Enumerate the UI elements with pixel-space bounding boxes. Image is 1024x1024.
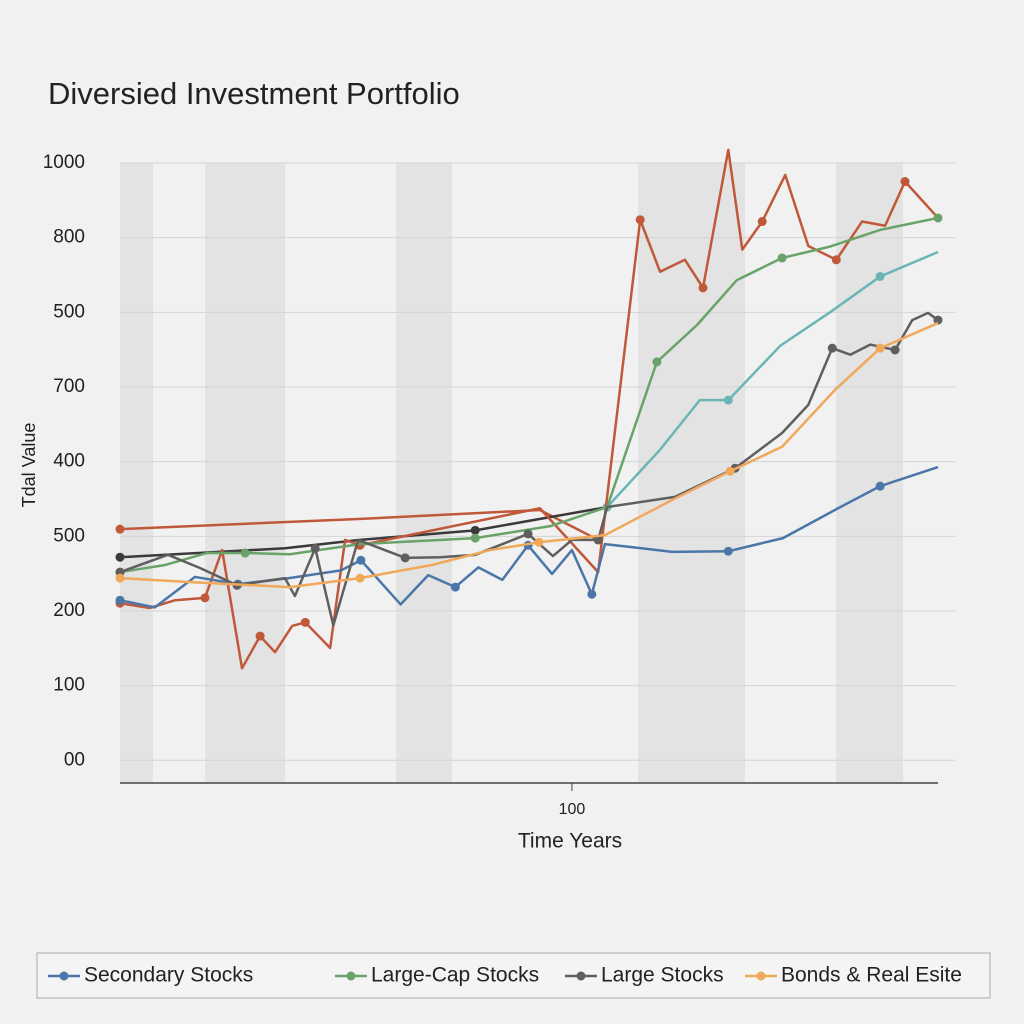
point-marker [777,253,787,263]
y-axis-label: Tdal Value [19,423,39,508]
chart-title: Diversied Investment Portfolio [48,76,460,111]
point-marker [450,582,460,592]
point-marker [400,553,410,563]
point-marker [757,217,767,227]
point-marker [356,555,366,565]
legend-label: Large Stocks [601,964,724,987]
point-marker [115,573,125,583]
point-marker [523,529,533,539]
series-line [119,216,939,574]
point-marker [587,589,597,599]
legend: Secondary Stocks Large-Cap Stocks Large St… [48,964,962,987]
point-marker [534,537,544,547]
point-marker [827,343,837,353]
point-marker [255,631,265,641]
point-marker [115,595,125,605]
y-tick-label: 100 [53,675,85,696]
legend-marker [59,971,69,981]
y-tick-label: 00 [64,749,85,770]
y-tick-label: 400 [53,451,85,472]
y-tick-label: 500 [53,525,85,546]
band [205,163,285,783]
point-marker [115,552,125,562]
point-marker [200,593,210,603]
point-marker [698,283,708,293]
point-marker [875,271,885,281]
legend-marker [756,971,766,981]
point-marker [890,345,900,355]
y-tick-label: 200 [53,600,85,621]
series-line [119,508,599,542]
point-marker [300,617,310,627]
point-marker [723,546,733,556]
x-tick-label: 100 [559,801,586,818]
legend-label: Large-Cap Stocks [371,964,539,987]
point-marker [900,177,910,187]
legend-label: Bonds & Real Esite [781,964,962,987]
point-marker [470,525,480,535]
background-bands [120,163,903,783]
y-tick-label: 700 [53,376,85,397]
point-marker [240,548,250,558]
point-marker [831,255,841,265]
point-marker [310,543,320,553]
legend-marker [346,971,356,981]
legend-label: Secondary Stocks [84,964,253,987]
x-axis-label: Time Years [518,830,622,853]
point-marker [115,524,125,534]
point-marker [875,481,885,491]
point-marker [933,315,943,325]
y-tick-label: 1000 [43,152,85,173]
point-marker [875,343,885,353]
series-line [119,321,939,589]
point-marker [725,466,735,476]
point-marker [355,573,365,583]
series-line [606,250,939,508]
point-marker [652,357,662,367]
y-tick-label: 800 [53,227,85,248]
band [120,163,153,783]
band [396,163,452,783]
y-tick-label: 500 [53,301,85,322]
legend-box [36,952,991,999]
point-marker [635,215,645,225]
legend-marker [576,971,586,981]
point-marker [593,535,603,545]
point-marker [470,533,480,543]
series-line [119,505,608,559]
point-marker [723,395,733,405]
band [836,163,903,783]
point-marker [933,213,943,223]
